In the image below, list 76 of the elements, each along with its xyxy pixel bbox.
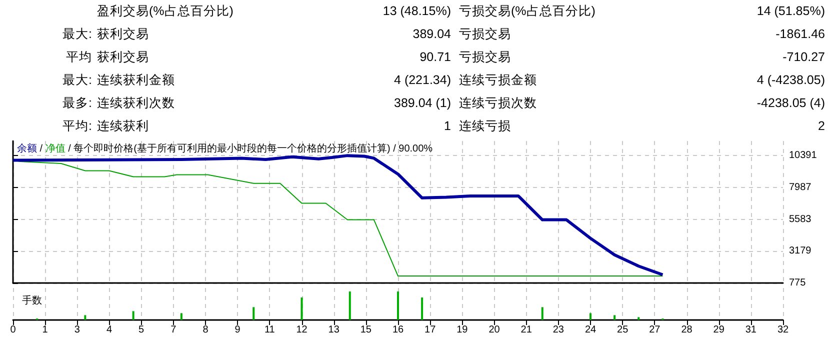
text: 连续获利 xyxy=(97,118,150,135)
x-tick-label: 5 xyxy=(138,324,145,336)
x-tick-label: 19 xyxy=(456,324,468,336)
bar xyxy=(84,315,86,320)
text: 连续亏损 xyxy=(459,118,512,135)
x-tick-label: 4 xyxy=(106,324,112,336)
text: 连续亏损金额 xyxy=(459,72,538,89)
text: 平均: xyxy=(62,118,92,135)
text: -710.27 xyxy=(782,49,825,66)
text: 连续获利次数 xyxy=(97,95,176,112)
text: 1 xyxy=(443,118,451,135)
x-tick-label: 29 xyxy=(713,324,725,336)
bar xyxy=(590,313,592,320)
text: 13 (48.15%) xyxy=(382,3,451,20)
bar xyxy=(132,311,134,320)
bar xyxy=(421,297,424,320)
text: 最大: xyxy=(62,72,92,89)
x-tick-label: 17 xyxy=(424,324,436,336)
text: 4 (221.34) xyxy=(393,72,451,89)
text: 连续获利金额 xyxy=(97,72,176,89)
x-tick-label: 27 xyxy=(649,324,661,336)
text: 90.71 xyxy=(418,49,451,66)
bar xyxy=(614,315,616,320)
bar xyxy=(638,317,640,320)
series-label: 余额 xyxy=(17,142,37,154)
x-tick-label: 15 xyxy=(360,324,372,336)
bar xyxy=(300,297,303,320)
chart-subtitle: / 每个即时价格(基于所有可利用的最小时段的每一个价格的分形插值计算) / 90.00% xyxy=(65,142,433,154)
bar xyxy=(397,291,399,320)
text: 盈利交易(%占总百分比) xyxy=(97,3,234,20)
x-tick-label: 32 xyxy=(777,324,789,336)
x-tick-label: 9 xyxy=(234,324,241,336)
bar xyxy=(541,307,544,320)
text: 亏损交易 xyxy=(459,49,512,66)
x-tick-label: 23 xyxy=(552,324,564,336)
y-tick-label: 3179 xyxy=(789,246,812,257)
text: 14 (51.85%) xyxy=(756,3,825,20)
y-tick-label: 775 xyxy=(789,278,806,288)
x-tick-label: 20 xyxy=(488,324,500,336)
text: 4 (-4238.05) xyxy=(756,72,825,89)
bar xyxy=(348,291,351,320)
text: 平均 xyxy=(65,49,92,66)
x-tick-label: 12 xyxy=(296,324,308,336)
x-tick-label: 31 xyxy=(745,324,757,336)
x-tick-label: 3 xyxy=(74,324,80,336)
annotation: / xyxy=(37,144,46,154)
x-tick-label: 0 xyxy=(10,324,16,336)
x-tick-label: 11 xyxy=(264,324,276,336)
y-tick-label: 5583 xyxy=(789,214,812,225)
text: 连续亏损次数 xyxy=(459,95,538,112)
text: -4238.05 (4) xyxy=(756,95,825,112)
series-label: 净值 xyxy=(45,142,66,154)
text: 最多: xyxy=(62,95,92,112)
x-tick-label: 8 xyxy=(202,324,209,336)
y-tick-label: 7987 xyxy=(789,182,812,194)
x-tick-label: 7 xyxy=(170,324,177,336)
x-tick-label: 16 xyxy=(392,324,404,336)
chart-title: 手数 xyxy=(22,294,42,306)
x-tick-label: 25 xyxy=(617,324,629,336)
text: 最大: xyxy=(62,26,92,43)
y-tick-label: 10391 xyxy=(789,150,818,162)
text: 389.04 (1) xyxy=(393,95,451,112)
x-tick-label: 24 xyxy=(584,324,596,336)
text: 获利交易 xyxy=(97,49,150,66)
x-tick-label: 28 xyxy=(681,324,693,336)
x-tick-label: 1 xyxy=(42,324,48,336)
bar xyxy=(180,313,182,320)
x-tick-label: 21 xyxy=(520,324,532,336)
text: 389.04 xyxy=(412,26,451,43)
text: 获利交易 xyxy=(97,26,150,43)
text: -1861.46 xyxy=(774,26,825,43)
bar xyxy=(252,307,255,320)
text: 2 xyxy=(817,118,825,135)
text: 亏损交易(%占总百分比) xyxy=(459,3,596,20)
x-tick-label: 13 xyxy=(328,324,340,336)
text: 亏损交易 xyxy=(459,26,512,43)
